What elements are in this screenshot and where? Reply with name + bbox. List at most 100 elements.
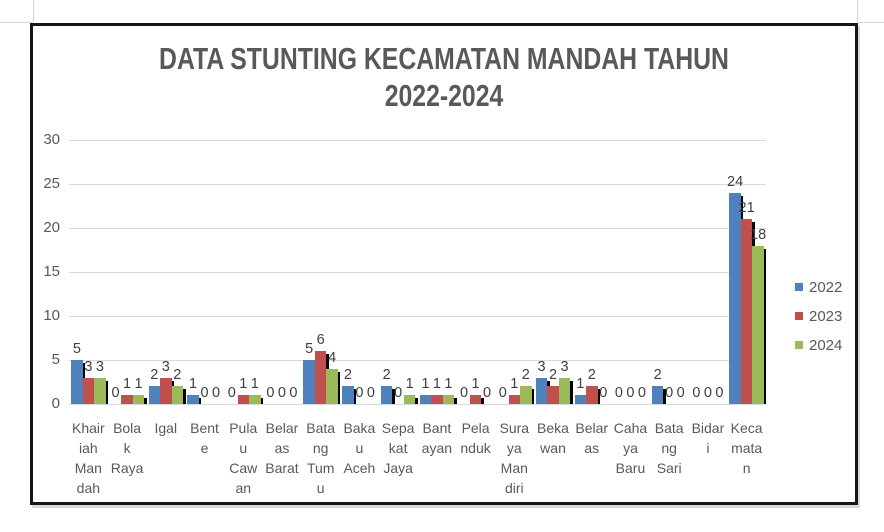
data-label: 18 bbox=[750, 226, 767, 243]
data-label: 0 bbox=[277, 385, 286, 401]
bar-shadow bbox=[480, 398, 484, 404]
data-label: 3 bbox=[161, 358, 170, 375]
x-axis-label: Bata bbox=[306, 420, 336, 436]
data-label: 3 bbox=[95, 358, 104, 375]
data-label: 1 bbox=[239, 376, 248, 393]
x-axis-label: Pela bbox=[461, 420, 490, 436]
x-axis-label: u bbox=[355, 440, 364, 456]
data-label: 2 bbox=[382, 367, 391, 384]
data-label: 2 bbox=[150, 367, 159, 384]
x-axis-label: nduk bbox=[460, 440, 491, 456]
data-label: 0 bbox=[111, 385, 120, 401]
data-label: 0 bbox=[460, 385, 469, 401]
data-label: 0 bbox=[266, 385, 275, 401]
x-axis-label: k bbox=[123, 440, 131, 456]
x-axis-label: u bbox=[316, 480, 325, 496]
x-axis-label: Aceh bbox=[343, 460, 376, 476]
bar-shadow bbox=[353, 389, 357, 404]
bar-2023 bbox=[740, 219, 753, 404]
legend-swatch-2022 bbox=[795, 283, 803, 291]
y-axis-label: 10 bbox=[43, 307, 60, 324]
bar-shadow bbox=[391, 389, 395, 404]
bar-shadow bbox=[569, 380, 573, 404]
bar-shadow bbox=[662, 389, 666, 404]
bar-shadow bbox=[597, 389, 600, 404]
x-axis-label: mata bbox=[731, 440, 763, 456]
x-axis-label: ng bbox=[661, 440, 677, 456]
data-label: 2 bbox=[653, 367, 662, 384]
y-axis-label: 5 bbox=[51, 351, 60, 368]
chart: DATA STUNTING KECAMATAN MANDAH TAHUN 202… bbox=[30, 23, 858, 505]
data-label: 0 bbox=[211, 385, 221, 401]
x-axis-label: Sura bbox=[499, 420, 530, 436]
bar-2022 bbox=[535, 377, 548, 404]
legend-item-2023: 2023 bbox=[795, 307, 842, 325]
y-axis-label: 20 bbox=[43, 219, 60, 236]
bar-shadow bbox=[531, 389, 535, 404]
bar-2024 bbox=[403, 395, 416, 404]
data-label: 0 bbox=[366, 385, 375, 401]
bar-2024 bbox=[326, 368, 338, 404]
bar-2023 bbox=[469, 395, 482, 404]
legend-item-2022: 2022 bbox=[795, 278, 842, 296]
x-axis-label: as bbox=[584, 440, 600, 456]
x-axis-label: Bent bbox=[190, 420, 219, 436]
data-label: 1 bbox=[405, 376, 414, 393]
data-label: 0 bbox=[692, 385, 701, 401]
bar-2022 bbox=[729, 192, 741, 404]
data-label: 1 bbox=[510, 376, 519, 393]
gridline bbox=[69, 403, 766, 405]
bar-2022 bbox=[574, 395, 586, 404]
bar-2024 bbox=[249, 395, 261, 404]
bar-2022 bbox=[419, 395, 432, 404]
bar-2024 bbox=[520, 386, 532, 404]
chart-title: DATA STUNTING KECAMATAN MANDAH TAHUN 202… bbox=[33, 40, 855, 114]
bar-2023 bbox=[160, 377, 172, 404]
plot-area: 0 5 10 15 20 25 30 5 3 3 Khair iah Man dah 0 1 1 Bola k Ray… bbox=[33, 26, 855, 502]
data-label: 2 bbox=[343, 367, 352, 384]
data-label: 6 bbox=[316, 332, 325, 349]
bar-2022 bbox=[148, 386, 161, 404]
bar-2024 bbox=[442, 395, 455, 404]
sheet-gridline-vertical-left bbox=[33, 0, 34, 22]
bar-shadow bbox=[414, 398, 418, 404]
x-axis-label: an bbox=[235, 480, 252, 496]
x-axis-label: Man bbox=[500, 460, 528, 476]
data-label: 1 bbox=[250, 376, 259, 393]
x-axis-label: u bbox=[239, 440, 248, 456]
x-axis-label: Belar bbox=[575, 420, 609, 436]
data-label: 1 bbox=[576, 376, 585, 393]
data-label: 0 bbox=[289, 385, 298, 401]
data-label: 21 bbox=[738, 200, 755, 217]
x-axis-label: Barat bbox=[265, 460, 299, 476]
x-axis-label: i bbox=[706, 440, 710, 456]
x-axis-label: Raya bbox=[110, 460, 144, 476]
y-axis-label: 0 bbox=[51, 395, 60, 412]
x-axis-label: Tum bbox=[306, 460, 335, 476]
x-axis-label: ya bbox=[623, 440, 638, 456]
x-axis-label: wan bbox=[540, 440, 566, 456]
legend-label-2023: 2023 bbox=[809, 307, 843, 325]
bar-2023 bbox=[314, 351, 327, 404]
data-label: 3 bbox=[560, 358, 569, 375]
legend-swatch-2024 bbox=[795, 341, 803, 349]
data-label: 1 bbox=[471, 376, 480, 393]
x-axis-label: ayan bbox=[421, 440, 453, 456]
y-axis-label: 30 bbox=[43, 131, 60, 148]
legend-label-2024: 2024 bbox=[809, 336, 843, 354]
data-label: 3 bbox=[84, 358, 93, 375]
data-label: 0 bbox=[483, 385, 492, 401]
y-axis-label: 15 bbox=[43, 263, 60, 280]
bar-2023 bbox=[82, 377, 95, 404]
bar-2023 bbox=[586, 386, 598, 404]
x-axis-label: Jaya bbox=[383, 460, 413, 476]
sheet-gridline-vertical-right bbox=[857, 0, 858, 22]
x-axis-label: as bbox=[274, 440, 290, 456]
bar-2024 bbox=[752, 245, 764, 404]
x-axis-label: Caha bbox=[613, 420, 648, 436]
x-axis-label: Sepa bbox=[381, 420, 415, 436]
data-label: 0 bbox=[200, 385, 209, 401]
data-label: 4 bbox=[328, 349, 337, 366]
x-axis-label: Pula bbox=[229, 420, 258, 436]
bar-shadow bbox=[453, 398, 457, 404]
